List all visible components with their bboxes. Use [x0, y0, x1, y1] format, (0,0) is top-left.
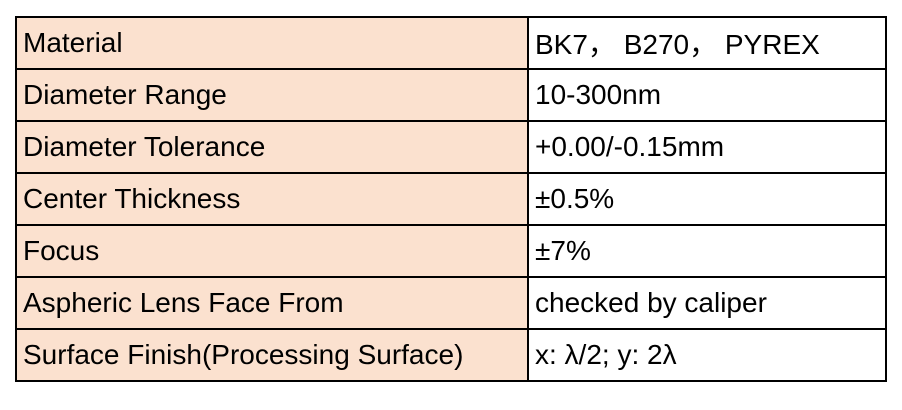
value-cell: ±0.5% [527, 172, 887, 226]
property-cell: Focus [15, 224, 529, 278]
table-row: Focus ±7% [15, 224, 887, 278]
value-cell: x: λ/2; y: 2λ [527, 328, 887, 382]
value-cell: +0.00/-0.15mm [527, 120, 887, 174]
property-cell: Diameter Tolerance [15, 120, 529, 174]
value-cell: checked by caliper [527, 276, 887, 330]
table-row: Surface Finish(Processing Surface) x: λ/2… [15, 328, 887, 382]
table-row: Diameter Range 10-300nm [15, 68, 887, 122]
property-cell: Center Thickness [15, 172, 529, 226]
table-row: Material BK7， B270， PYREX [15, 16, 887, 70]
property-cell: Diameter Range [15, 68, 529, 122]
table-row: Diameter Tolerance +0.00/-0.15mm [15, 120, 887, 174]
property-cell: Aspheric Lens Face From [15, 276, 529, 330]
table-row: Aspheric Lens Face From checked by calipe… [15, 276, 887, 330]
property-cell: Material [15, 16, 529, 70]
value-cell: ±7% [527, 224, 887, 278]
property-cell: Surface Finish(Processing Surface) [15, 328, 529, 382]
table-row: Center Thickness ±0.5% [15, 172, 887, 226]
table-body: Material BK7， B270， PYREX Diameter Range 10… [15, 16, 887, 382]
spec-table: Material BK7， B270， PYREX Diameter Range 10… [15, 16, 887, 382]
value-cell: BK7， B270， PYREX [527, 16, 887, 70]
value-cell: 10-300nm [527, 68, 887, 122]
